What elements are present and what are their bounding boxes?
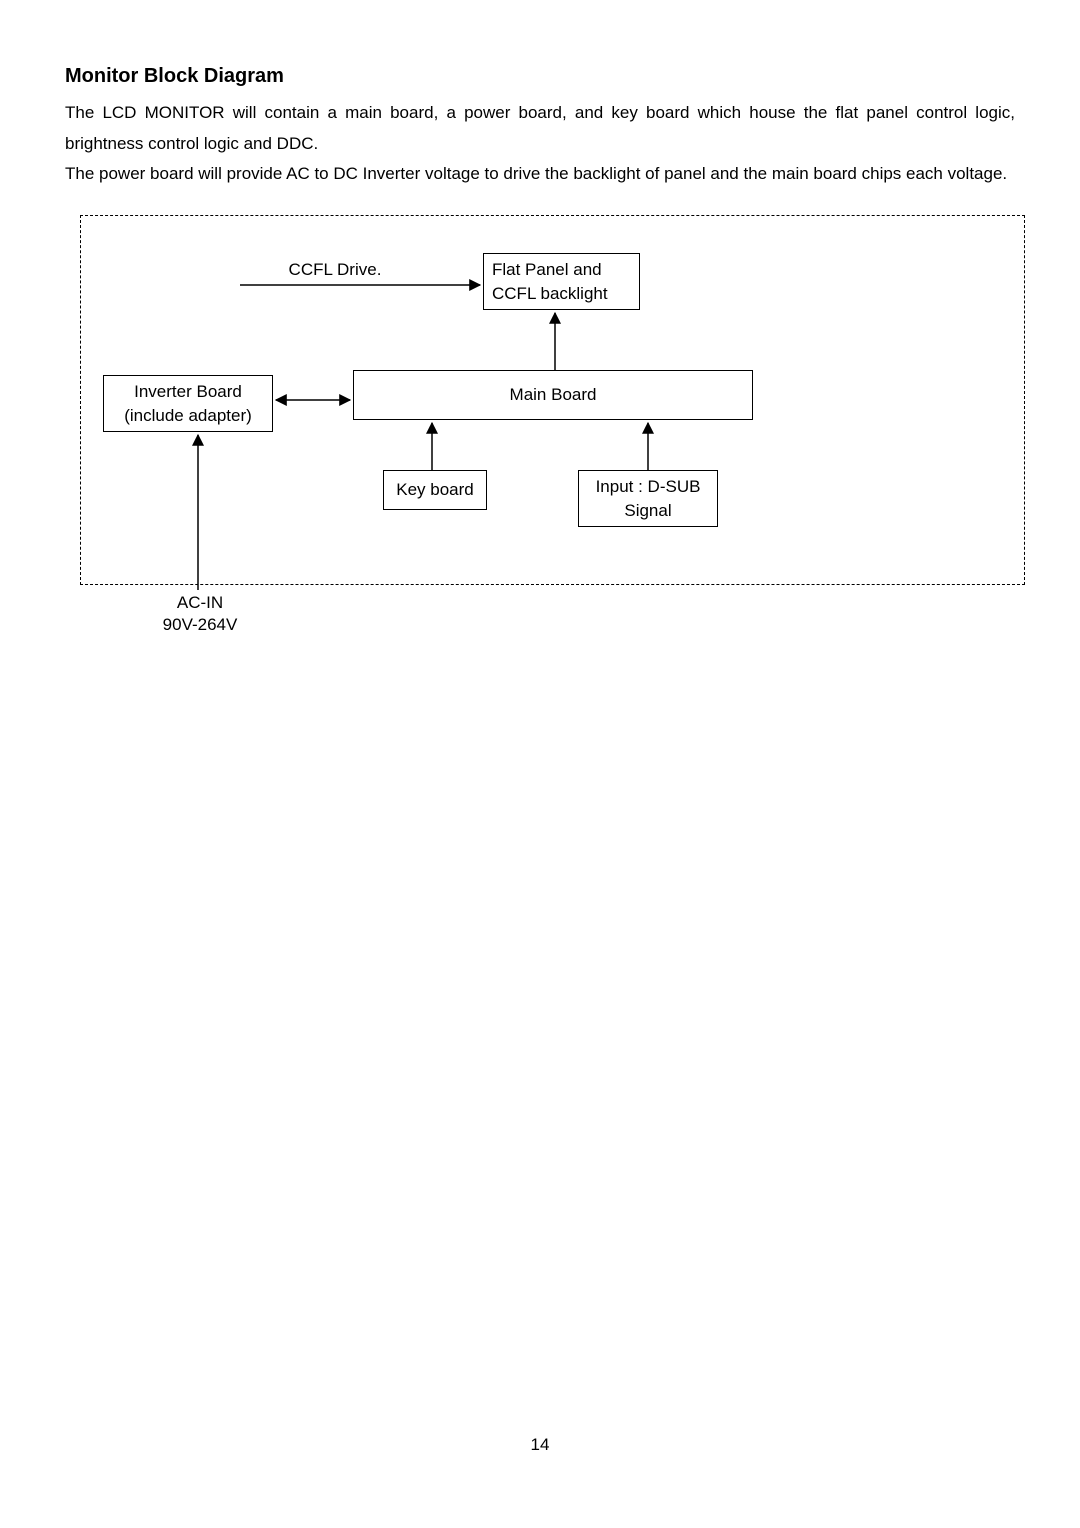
page-title: Monitor Block Diagram — [65, 65, 1015, 88]
node-input: Input : D-SUB Signal — [578, 470, 718, 527]
node-main-board-label: Main Board — [510, 383, 597, 407]
paragraph-2: The power board will provide AC to DC In… — [65, 159, 1015, 190]
node-inverter-board: Inverter Board (include adapter) — [103, 375, 273, 432]
node-keyboard: Key board — [383, 470, 487, 510]
node-flat-panel-label: Flat Panel and CCFL backlight — [492, 258, 631, 306]
node-keyboard-label: Key board — [396, 478, 474, 502]
page-number: 14 — [0, 1435, 1080, 1455]
label-ac-voltage: 90V-264V — [150, 615, 250, 635]
label-ccfl-drive: CCFL Drive. — [275, 260, 395, 280]
node-main-board: Main Board — [353, 370, 753, 420]
node-flat-panel: Flat Panel and CCFL backlight — [483, 253, 640, 310]
paragraph-1: The LCD MONITOR will contain a main boar… — [65, 98, 1015, 159]
node-input-label: Input : D-SUB Signal — [587, 475, 709, 523]
node-inverter-label: Inverter Board (include adapter) — [112, 380, 264, 428]
label-ac-in: AC-IN — [160, 593, 240, 613]
